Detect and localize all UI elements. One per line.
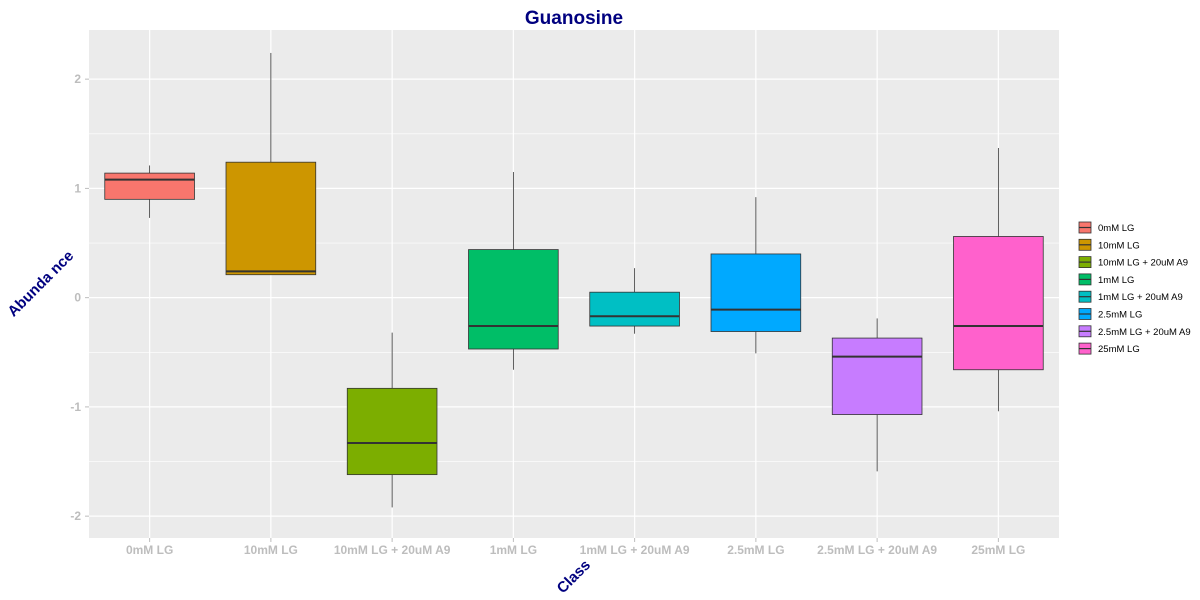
box-iqr	[589, 291, 680, 327]
legend-label: 1mM LG	[1098, 275, 1134, 286]
x-tick-label: 2.5mM LG + 20uM A9	[817, 543, 937, 557]
x-tick-label: 10mM LG	[244, 543, 298, 557]
legend-label: 25mM LG	[1098, 344, 1140, 355]
legend-label: 2.5mM LG	[1098, 310, 1142, 321]
y-axis-title: Abunda nce	[4, 247, 77, 320]
box-2	[225, 52, 317, 276]
x-tick-label: 25mM LG	[971, 543, 1025, 557]
y-tick-label: -2	[70, 509, 81, 523]
box-3	[346, 332, 438, 508]
box-iqr	[468, 249, 559, 350]
box-1	[104, 165, 195, 218]
x-tick-label: 1mM LG + 20uM A9	[580, 543, 690, 557]
x-axis-title: Class	[554, 557, 594, 597]
y-tick-label: -1	[70, 400, 81, 414]
legend-item: 10mM LG + 20uM A9	[1078, 256, 1188, 269]
legend-label: 10mM LG + 20uM A9	[1098, 258, 1188, 269]
plot-panel	[89, 30, 1059, 538]
y-tick-label: 2	[74, 72, 81, 86]
box-iqr	[710, 253, 802, 332]
box-5	[589, 268, 680, 334]
x-tick-label: 0mM LG	[126, 543, 173, 557]
y-tick-label: 0	[74, 291, 81, 305]
box-6	[710, 197, 802, 354]
x-tick-label: 10mM LG + 20uM A9	[334, 543, 451, 557]
legend-item: 10mM LG	[1078, 238, 1140, 251]
box-8	[953, 147, 1044, 412]
box-iqr	[831, 337, 923, 415]
box-iqr	[225, 161, 317, 276]
box-4	[468, 172, 559, 370]
x-axis: 0mM LG 10mM LG 10mM LG + 20uM A9 1mM LG 1mM …	[126, 538, 1025, 557]
legend-item: 0mM LG	[1078, 221, 1134, 234]
legend-item: 2.5mM LG + 20uM A9	[1078, 325, 1191, 338]
y-tick-label: 1	[74, 181, 81, 195]
box-iqr	[104, 172, 195, 200]
boxes-layer	[104, 52, 1044, 508]
legend-label: 2.5mM LG + 20uM A9	[1098, 327, 1191, 338]
legend-item: 25mM LG	[1078, 342, 1140, 355]
y-axis: -2 -1 0 1 2	[70, 72, 89, 523]
legend-item: 1mM LG + 20uM A9	[1078, 290, 1183, 303]
legend-label: 1mM LG + 20uM A9	[1098, 292, 1183, 303]
legend-item: 1mM LG	[1078, 273, 1134, 286]
legend-label: 0mM LG	[1098, 223, 1134, 234]
legend-item: 2.5mM LG	[1078, 308, 1142, 321]
x-tick-label: 1mM LG	[490, 543, 537, 557]
legend-label: 10mM LG	[1098, 240, 1140, 251]
box-7	[831, 318, 923, 472]
chart-title: Guanosine	[525, 8, 623, 29]
box-iqr	[346, 387, 438, 476]
legend: 0mM LG 10mM LG 10mM LG + 20uM A9 1mM LG 1mM …	[1078, 221, 1191, 355]
box-iqr	[953, 236, 1044, 371]
x-tick-label: 2.5mM LG	[727, 543, 784, 557]
